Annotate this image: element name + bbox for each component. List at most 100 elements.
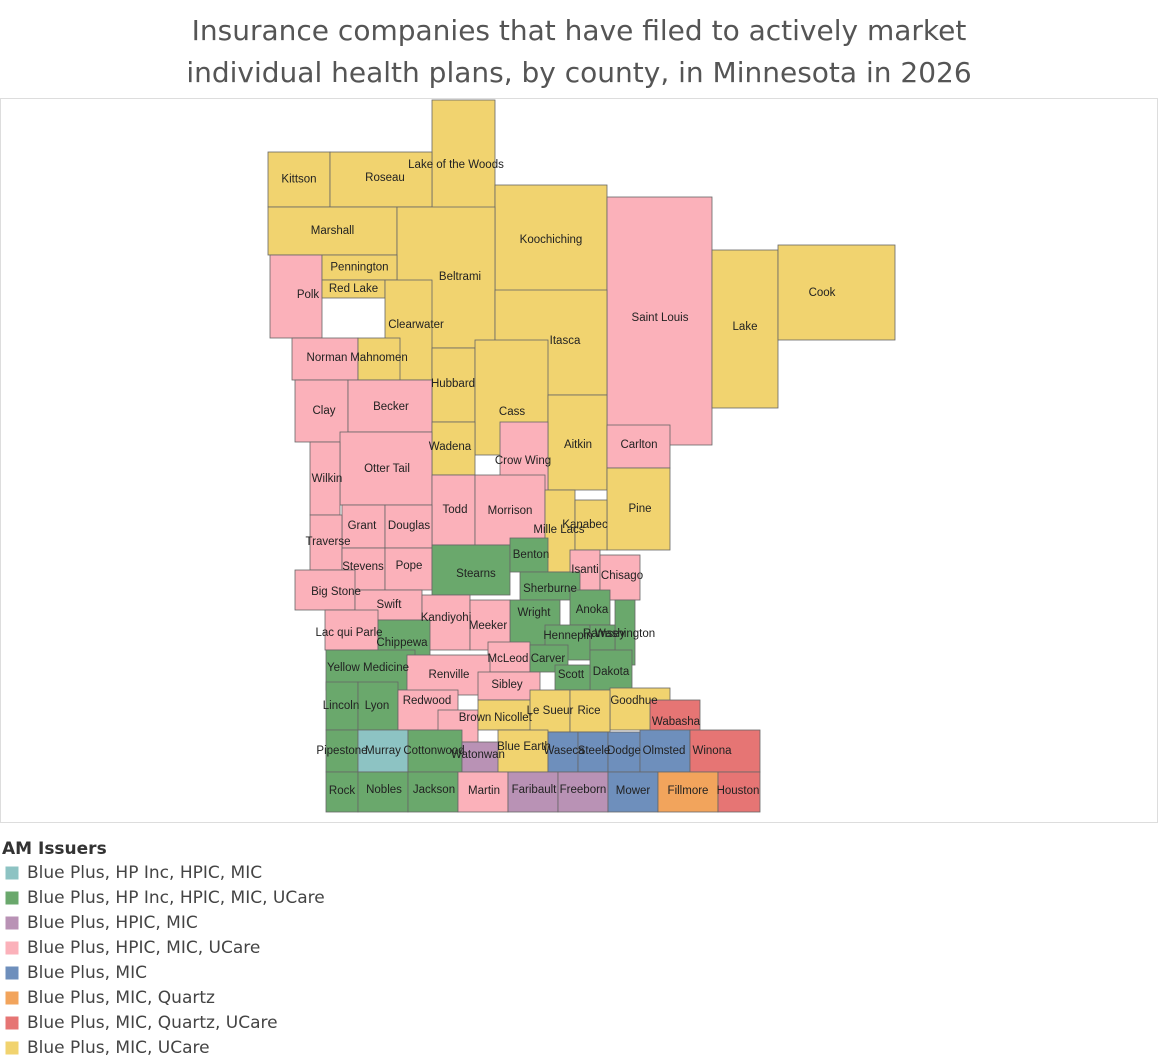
county xyxy=(431,347,476,423)
legend-swatch xyxy=(4,1040,20,1056)
county xyxy=(606,467,671,551)
county xyxy=(589,624,616,651)
county-label: Fillmore xyxy=(668,785,709,797)
county-label: Grant xyxy=(348,520,378,532)
county-label: Murray xyxy=(365,745,401,757)
county-label: Faribault xyxy=(512,784,558,796)
county xyxy=(574,499,608,551)
county-label: Stearns xyxy=(456,568,496,580)
county xyxy=(294,569,356,611)
county-label: Hennepin xyxy=(543,630,592,642)
county xyxy=(321,254,398,281)
counties xyxy=(267,99,896,813)
county-label: Itasca xyxy=(550,335,581,347)
county xyxy=(487,641,531,673)
county-label: Houston xyxy=(717,785,760,797)
county xyxy=(384,504,433,549)
county-label: Pipestone xyxy=(316,745,367,757)
county xyxy=(606,424,671,469)
county-label: Chisago xyxy=(601,570,643,582)
county-label: Lake xyxy=(733,321,758,333)
county xyxy=(497,729,549,773)
county-label: Nicollet xyxy=(494,712,533,724)
county-label: Ramsey xyxy=(583,628,625,640)
legend-swatch xyxy=(4,1015,20,1031)
county-label: Kittson xyxy=(281,174,316,186)
county-label: Martin xyxy=(468,785,500,797)
county-label: Scott xyxy=(558,669,585,681)
county-label: Brown xyxy=(459,712,492,724)
county-label: McLeod xyxy=(488,653,529,665)
county-label: Lac qui Parle xyxy=(315,627,382,639)
county-label: Otter Tail xyxy=(364,463,410,475)
county-label: Dakota xyxy=(593,666,630,678)
county xyxy=(547,394,608,491)
legend-title: AM Issuers xyxy=(2,839,107,859)
county-label: Carlton xyxy=(620,439,657,451)
county xyxy=(431,544,511,596)
county-label: Sherburne xyxy=(523,583,577,595)
map-frame xyxy=(0,98,1158,823)
county-label: Freeborn xyxy=(560,784,607,796)
map-title: Insurance companies that have filed to a… xyxy=(186,14,972,89)
county-label: Kandiyohi xyxy=(421,612,472,624)
legend: Blue Plus, HP Inc, HPIC, MIC Blue Plus, H… xyxy=(4,863,325,1058)
county-label: Goodhue xyxy=(610,695,657,707)
county-label: Olmsted xyxy=(643,745,686,757)
county xyxy=(357,681,399,731)
county-label: Clay xyxy=(312,405,335,417)
county-label: Mahnomen xyxy=(350,352,408,364)
county-label: Crow Wing xyxy=(495,455,551,467)
county xyxy=(406,654,491,696)
legend-swatch xyxy=(4,865,20,881)
county-label: Clearwater xyxy=(388,319,444,331)
county-label: Cook xyxy=(809,287,836,299)
legend-label: Blue Plus, HPIC, MIC, UCare xyxy=(27,938,260,958)
county xyxy=(547,731,579,773)
county-label: Pennington xyxy=(330,262,388,274)
county-label: Lincoln xyxy=(323,700,359,712)
county-label: Waseca xyxy=(543,745,585,757)
county-label: Yellow Medicine xyxy=(327,662,409,674)
county-label: Roseau xyxy=(365,172,405,184)
county xyxy=(557,771,609,813)
county xyxy=(269,254,323,339)
county xyxy=(309,441,341,516)
county-label: Big Stone xyxy=(311,586,361,598)
county-label: Morrison xyxy=(488,505,533,517)
county xyxy=(577,731,609,773)
county-label: Rice xyxy=(577,705,600,717)
county-label: Kanabec xyxy=(562,519,608,531)
county-label: Winona xyxy=(693,745,733,757)
legend-label: Blue Plus, MIC, UCare xyxy=(27,1038,210,1058)
county-label: Le Sueur xyxy=(527,705,574,717)
county xyxy=(509,537,549,573)
county xyxy=(507,771,559,813)
county xyxy=(294,379,349,443)
legend-label: Blue Plus, HP Inc, HPIC, MIC, UCare xyxy=(27,888,325,908)
county-label: Saint Louis xyxy=(632,312,689,324)
county-label: Nobles xyxy=(366,784,402,796)
county-label: Beltrami xyxy=(439,271,481,283)
county-label: Polk xyxy=(297,289,320,301)
county xyxy=(324,609,379,651)
county-label: Steele xyxy=(578,745,611,757)
county-label: Rock xyxy=(329,785,355,797)
county-label: Wilkin xyxy=(312,473,343,485)
county-label: Aitkin xyxy=(564,439,592,451)
county xyxy=(357,729,409,773)
legend-label: Blue Plus, MIC xyxy=(27,963,147,983)
county-label: Mille Lacs xyxy=(533,524,584,536)
legend-swatch xyxy=(4,940,20,956)
county xyxy=(607,771,659,813)
county-label: Swift xyxy=(377,599,403,611)
county-label: Isanti xyxy=(571,564,599,576)
county-label: Wright xyxy=(517,607,551,619)
legend-label: Blue Plus, MIC, Quartz, UCare xyxy=(27,1013,278,1033)
county xyxy=(569,589,611,626)
county-label: Cass xyxy=(499,406,525,418)
county-label: Redwood xyxy=(403,695,452,707)
county xyxy=(711,249,779,409)
county-label: Traverse xyxy=(306,536,351,548)
